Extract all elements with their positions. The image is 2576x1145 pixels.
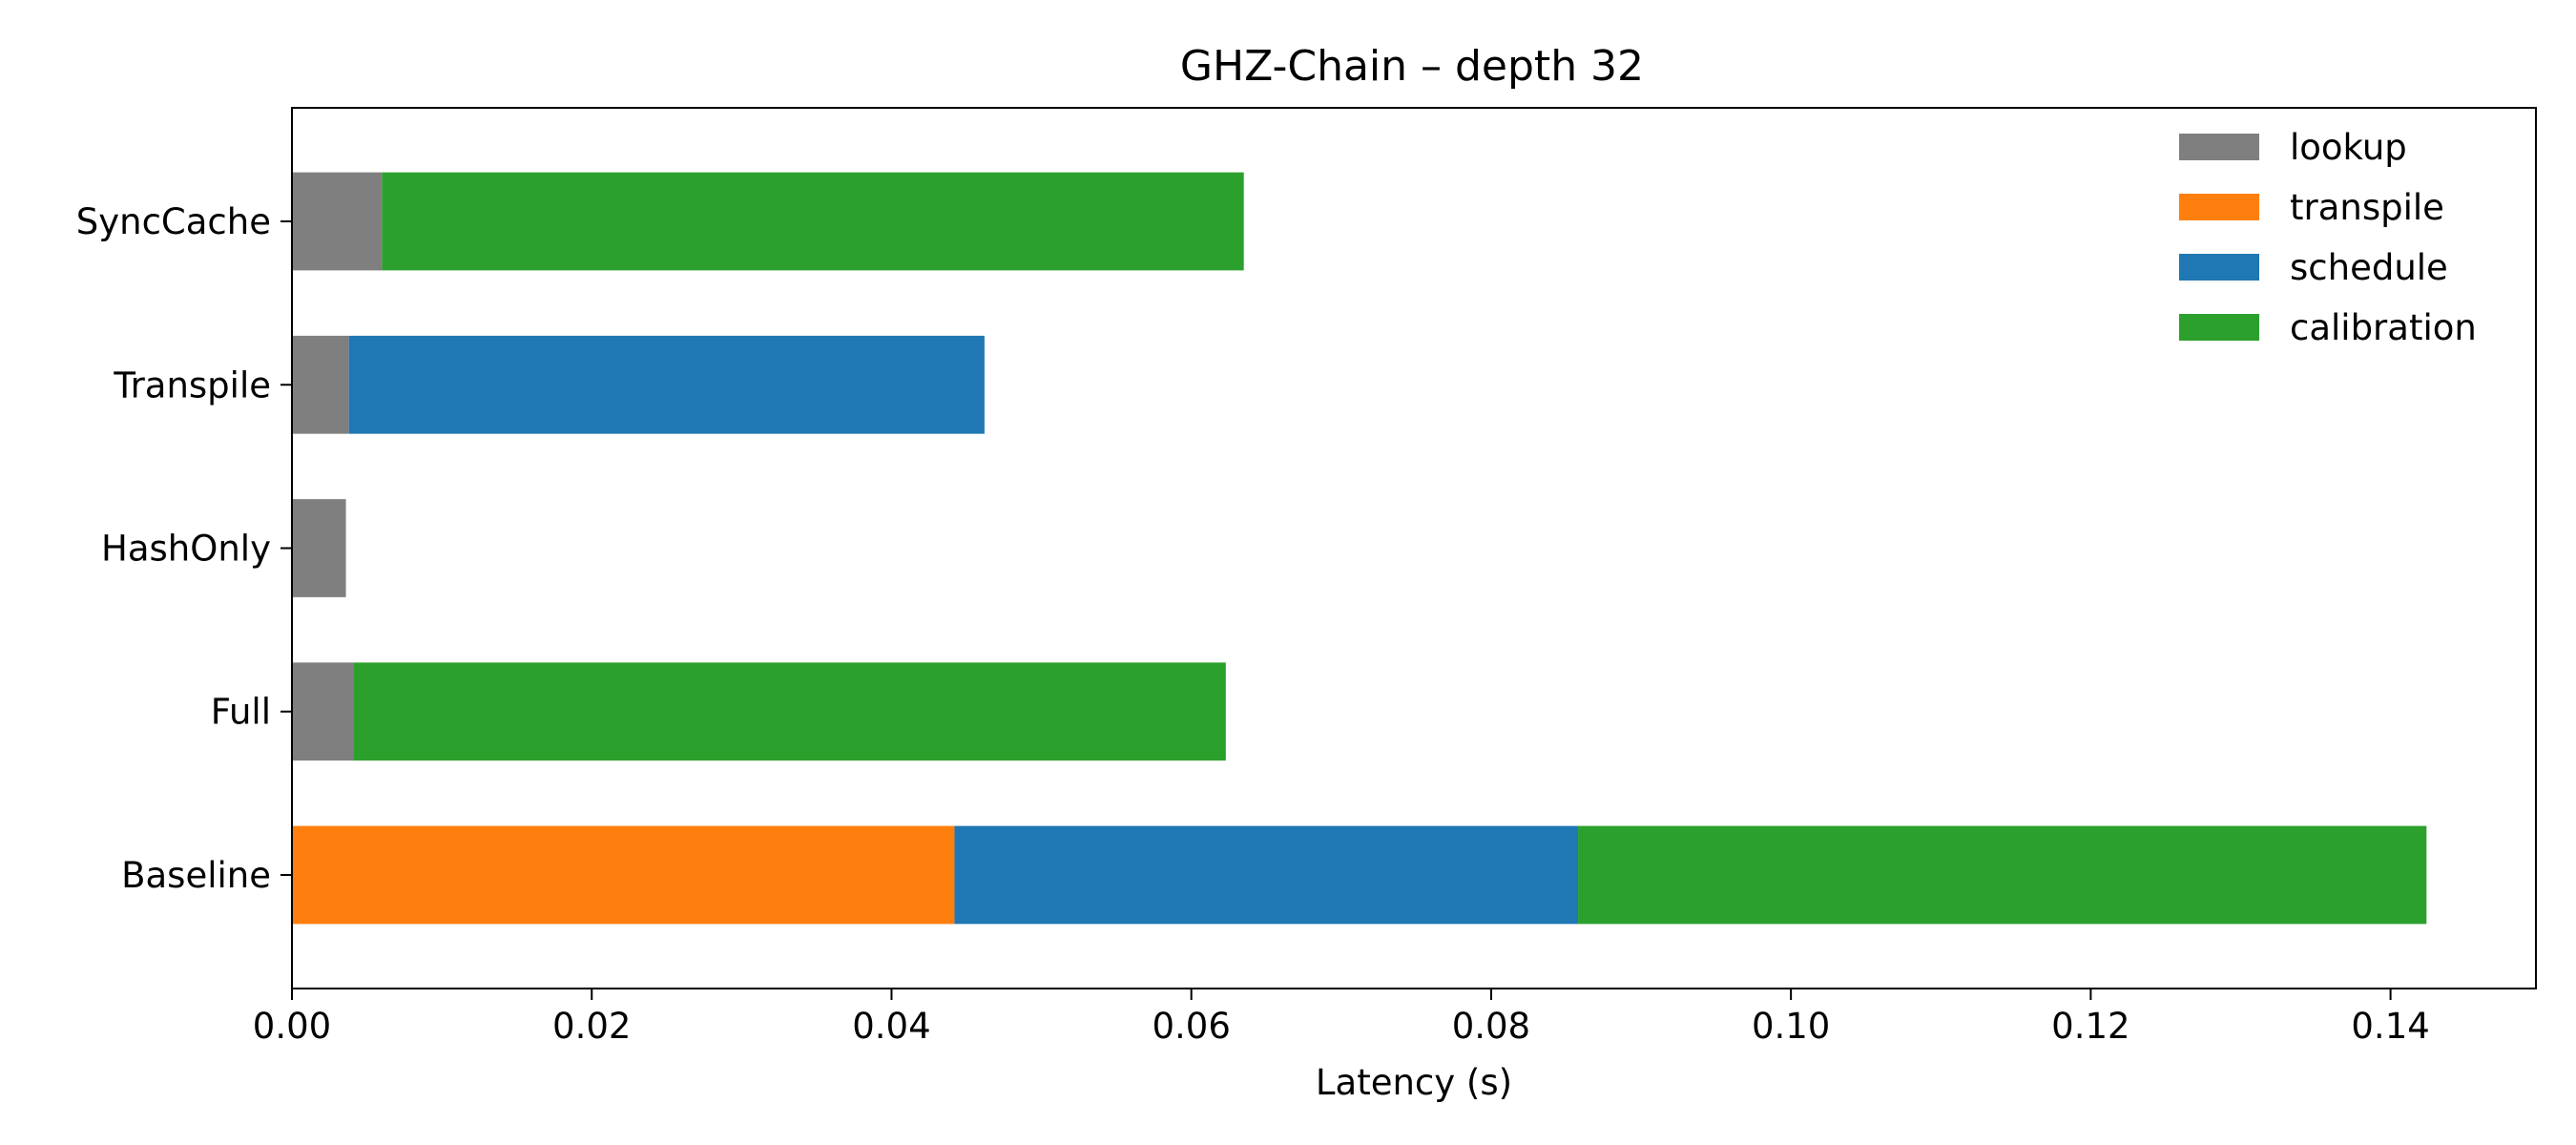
y-tick-label: HashOnly	[101, 529, 271, 570]
bar-baseline-schedule	[954, 825, 1579, 925]
chart-title: GHZ-Chain – depth 32	[1180, 42, 1644, 91]
x-tick-label: 0.12	[2051, 1006, 2129, 1047]
legend-label-lookup: lookup	[2290, 127, 2407, 168]
x-tick-label: 0.08	[1452, 1006, 1530, 1047]
bar-synccache-calibration	[382, 172, 1244, 271]
bar-baseline-transpile	[292, 825, 955, 925]
bar-synccache-lookup	[292, 172, 383, 271]
legend-label-calibration: calibration	[2290, 307, 2477, 348]
legend-swatch-lookup	[2179, 134, 2259, 160]
x-axis-ticks: 0.00 0.02 0.04 0.06 0.08 0.10 0.12 0.14	[253, 989, 2430, 1047]
y-tick-label: SyncCache	[76, 201, 271, 242]
y-tick-label: Transpile	[113, 364, 271, 406]
legend-swatch-calibration	[2179, 314, 2259, 341]
legend-swatch-schedule	[2179, 254, 2259, 281]
x-axis-label: Latency (s)	[1316, 1062, 1512, 1103]
x-tick-label: 0.02	[552, 1006, 631, 1047]
y-axis-ticks: Baseline Full HashOnly Transpile SyncCache	[76, 201, 292, 896]
bar-full-lookup	[292, 662, 354, 761]
bar-transpile-schedule	[348, 335, 985, 434]
y-tick-label: Baseline	[121, 855, 271, 896]
legend-label-transpile: transpile	[2290, 187, 2444, 228]
legend-swatch-transpile	[2179, 194, 2259, 220]
y-tick-label: Full	[211, 692, 271, 733]
x-tick-label: 0.04	[852, 1006, 930, 1047]
x-tick-label: 0.14	[2351, 1006, 2429, 1047]
bar-baseline-calibration	[1578, 825, 2427, 925]
x-tick-label: 0.10	[1752, 1006, 1830, 1047]
plot-frame	[291, 107, 2537, 989]
legend-label-schedule: schedule	[2290, 247, 2448, 288]
legend: lookup transpile schedule calibration	[2179, 127, 2477, 348]
x-tick-label: 0.06	[1152, 1006, 1230, 1047]
bar-hashonly-lookup	[292, 499, 346, 597]
bar-full-calibration	[353, 662, 1226, 761]
bar-transpile-lookup	[292, 335, 349, 434]
x-tick-label: 0.00	[253, 1006, 331, 1047]
bars-layer	[292, 172, 2427, 925]
